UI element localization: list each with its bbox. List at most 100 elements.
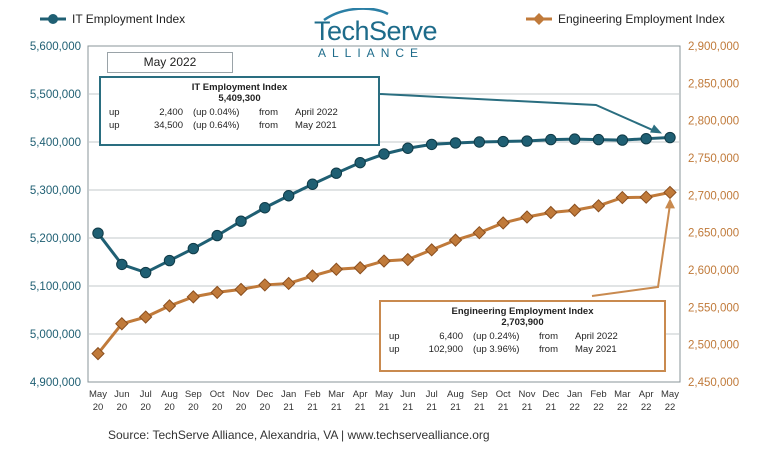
eng-row1-dir: up xyxy=(389,331,400,342)
logo-main-text: TechServe xyxy=(314,16,438,46)
logo-sub-text: ALLIANCE xyxy=(318,46,425,60)
x-tick-label: Feb 22 xyxy=(590,389,606,413)
x-tick-label: Jul 21 xyxy=(426,389,438,413)
x-tick-label: Jan 21 xyxy=(281,389,296,413)
eng-row1-period: April 2022 xyxy=(575,331,618,342)
x-tick-label: May 21 xyxy=(375,389,393,413)
it-data-point xyxy=(521,135,533,147)
techserve-logo: TechServe ALLIANCE xyxy=(304,8,464,60)
it-data-point xyxy=(235,215,247,227)
y-right-tick-label: 2,750,000 xyxy=(688,153,739,165)
it-box-row: up 2,400 (up 0.04%) from April 2022 xyxy=(109,106,370,119)
x-tick-label: Dec 21 xyxy=(542,389,559,413)
it-data-point xyxy=(616,134,629,146)
it-info-box: IT Employment Index 5,409,300 up 2,400 (… xyxy=(99,76,380,146)
it-arrowhead-icon xyxy=(650,124,662,134)
eng-data-point xyxy=(353,261,367,275)
eng-data-point xyxy=(496,216,510,230)
it-data-point xyxy=(425,138,438,151)
it-data-point xyxy=(592,133,605,146)
it-row1-period: April 2022 xyxy=(295,107,338,118)
x-tick-label: May 22 xyxy=(661,389,679,413)
eng-row2-dir: up xyxy=(389,344,400,355)
x-tick-label: Jan 22 xyxy=(567,389,582,413)
x-tick-label: Mar 21 xyxy=(328,389,344,413)
y-right-tick-label: 2,500,000 xyxy=(688,340,739,352)
x-tick-label: Oct 21 xyxy=(496,389,511,413)
y-left-tick-label: 5,600,000 xyxy=(30,41,81,53)
y-left-tick-label: 5,500,000 xyxy=(30,89,81,101)
it-series xyxy=(92,131,676,279)
eng-data-point xyxy=(91,346,105,361)
y-right-tick-label: 2,800,000 xyxy=(688,116,739,128)
it-data-point xyxy=(640,132,652,145)
it-data-point xyxy=(306,178,319,190)
x-tick-label: Dec 20 xyxy=(256,389,273,413)
it-row2-pct: (up 0.64%) xyxy=(193,120,240,131)
eng-row2-pct: (up 3.96%) xyxy=(473,344,520,355)
eng-data-point xyxy=(615,190,630,205)
eng-data-point xyxy=(401,252,415,267)
eng-box-value: 2,703,900 xyxy=(501,317,544,328)
eng-data-point xyxy=(448,233,463,247)
eng-row1-from: from xyxy=(539,331,558,342)
y-left-tick-label: 5,000,000 xyxy=(30,329,81,341)
eng-data-point xyxy=(329,262,344,276)
x-tick-label: May 20 xyxy=(89,389,107,413)
it-data-point xyxy=(163,254,176,267)
it-data-point xyxy=(116,258,128,271)
eng-data-point xyxy=(258,278,272,292)
eng-data-point xyxy=(639,190,653,204)
callout-arrows xyxy=(379,93,675,297)
y-right-tick-label: 2,650,000 xyxy=(688,228,739,240)
eng-callout-arrow xyxy=(591,204,671,297)
it-data-point xyxy=(282,190,295,202)
logo-swoosh-icon xyxy=(323,8,389,22)
eng-row1-amount: 6,400 xyxy=(439,331,463,342)
month-label: May 2022 xyxy=(107,52,233,73)
legend-it-label: IT Employment Index xyxy=(72,12,185,26)
y-left-tick-label: 5,400,000 xyxy=(30,137,81,149)
x-tick-label: Aug 20 xyxy=(161,389,178,413)
it-data-point xyxy=(473,136,486,148)
eng-row2-from: from xyxy=(539,344,558,355)
it-data-point xyxy=(187,242,200,255)
x-tick-label: Mar 22 xyxy=(614,389,630,413)
it-row2-period: May 2021 xyxy=(295,120,337,131)
x-tick-label: Feb 21 xyxy=(304,389,320,413)
it-box-row: up 34,500 (up 0.64%) from May 2021 xyxy=(109,119,370,132)
plot-area xyxy=(87,45,681,383)
it-row2-amount: 34,500 xyxy=(153,120,183,131)
eng-data-point xyxy=(115,317,129,331)
x-tick-label: Apr 22 xyxy=(639,389,654,413)
y-left-tick-label: 5,100,000 xyxy=(30,281,81,293)
source-note: Source: TechServe Alliance, Alexandria, … xyxy=(108,428,490,442)
it-row2-from: from xyxy=(259,120,278,131)
it-data-point xyxy=(378,148,390,160)
y-right-tick-label: 2,850,000 xyxy=(688,78,739,90)
eng-data-point xyxy=(567,203,582,217)
it-data-point xyxy=(330,167,343,179)
eng-data-point xyxy=(424,243,439,257)
it-data-point xyxy=(402,142,414,154)
y-left-tick-label: 5,200,000 xyxy=(30,233,81,245)
eng-box-title: Engineering Employment Index xyxy=(451,306,594,317)
it-data-point xyxy=(664,131,676,144)
x-tick-label: Oct 20 xyxy=(210,389,225,413)
it-data-point xyxy=(354,156,366,169)
it-data-point xyxy=(497,135,509,148)
eng-data-point xyxy=(520,210,534,224)
eng-box-row: up 6,400 (up 0.24%) from April 2022 xyxy=(389,330,656,343)
it-data-point xyxy=(568,133,581,145)
y-right-tick-label: 2,450,000 xyxy=(688,377,739,389)
eng-data-point xyxy=(472,225,487,240)
y-right-tick-label: 2,700,000 xyxy=(688,190,739,202)
eng-data-point xyxy=(663,185,677,200)
y-right-tick-label: 2,900,000 xyxy=(688,41,739,53)
x-tick-label: Aug 21 xyxy=(447,389,464,413)
it-data-point xyxy=(139,266,152,279)
eng-series xyxy=(91,185,677,361)
x-tick-label: Jun 21 xyxy=(400,389,415,413)
y-left-tick-label: 4,900,000 xyxy=(30,377,81,389)
